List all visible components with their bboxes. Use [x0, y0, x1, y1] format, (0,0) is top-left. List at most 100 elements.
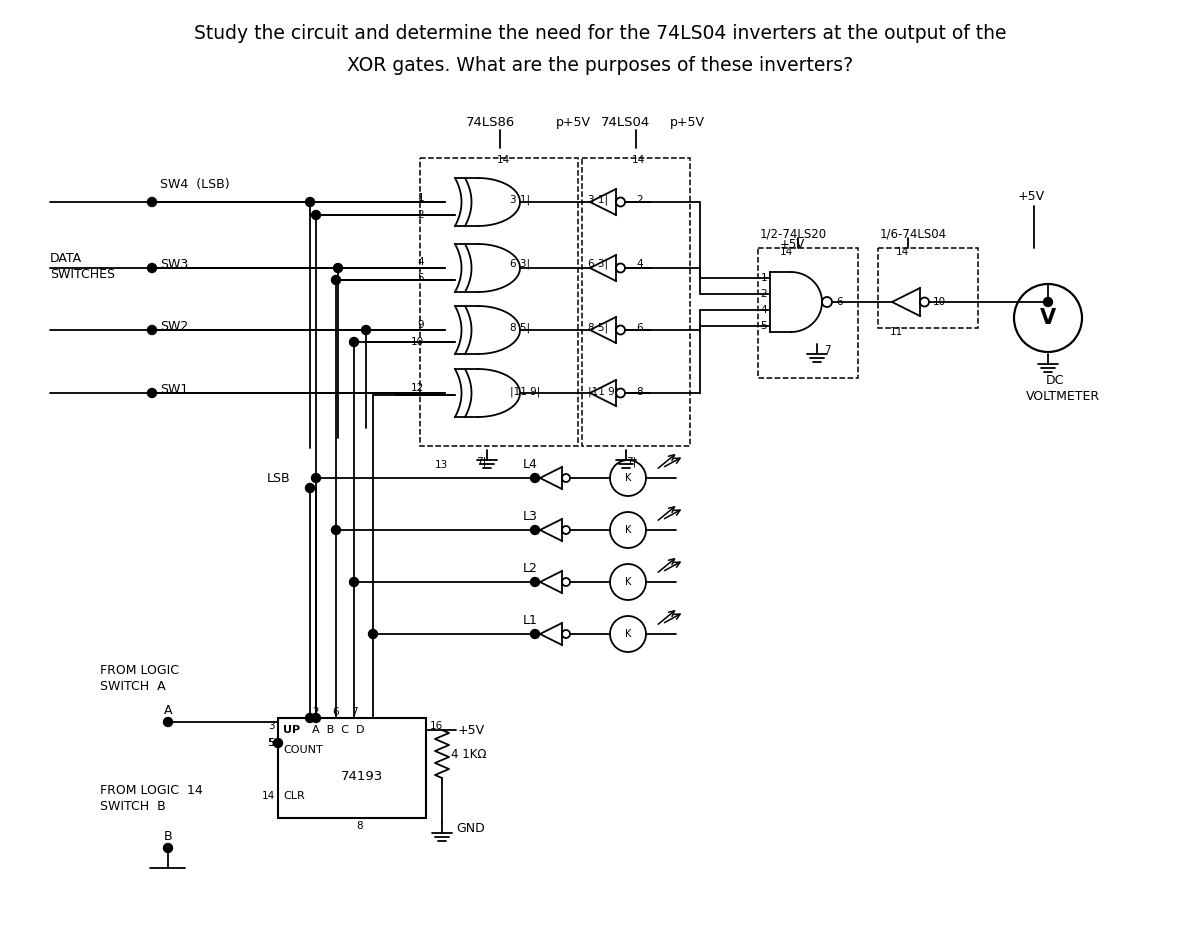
Text: 14: 14: [632, 155, 646, 165]
Text: FROM LOGIC  14: FROM LOGIC 14: [100, 783, 203, 796]
Text: 4: 4: [761, 305, 767, 315]
Text: 5: 5: [268, 738, 274, 748]
Text: |11 9|: |11 9|: [510, 387, 540, 397]
Text: L3: L3: [522, 510, 538, 522]
Text: 4: 4: [636, 259, 643, 269]
Text: DATA: DATA: [50, 252, 82, 265]
Text: 14: 14: [896, 247, 910, 257]
Text: 8 5|: 8 5|: [510, 323, 530, 333]
Text: 3 1|: 3 1|: [588, 194, 608, 206]
Text: COUNT: COUNT: [283, 745, 323, 755]
Text: +5V: +5V: [1018, 190, 1045, 203]
Circle shape: [148, 389, 156, 397]
Circle shape: [331, 275, 341, 285]
Text: K: K: [625, 629, 631, 639]
Text: B: B: [163, 829, 173, 842]
Text: 12: 12: [410, 383, 424, 393]
Text: K: K: [625, 473, 631, 483]
Text: 6: 6: [836, 297, 842, 307]
Circle shape: [274, 738, 282, 747]
Text: DC: DC: [1046, 374, 1064, 387]
Circle shape: [368, 629, 378, 639]
Text: V: V: [1040, 308, 1056, 328]
Text: FROM LOGIC: FROM LOGIC: [100, 664, 179, 676]
Text: 8: 8: [636, 387, 643, 397]
Text: |11 9|: |11 9|: [588, 387, 618, 397]
Text: 4: 4: [418, 257, 424, 267]
Text: p+5V: p+5V: [556, 115, 592, 129]
Text: 14: 14: [262, 791, 275, 801]
Circle shape: [163, 843, 173, 853]
Text: SWITCHES: SWITCHES: [50, 268, 115, 281]
Text: 10: 10: [410, 337, 424, 347]
Circle shape: [306, 484, 314, 492]
Text: SWITCH  B: SWITCH B: [100, 799, 166, 812]
Text: 5: 5: [269, 738, 275, 748]
Bar: [582, 158, 690, 446]
Bar: [758, 248, 858, 378]
Text: 74193: 74193: [341, 769, 383, 782]
Text: 10: 10: [934, 297, 946, 307]
Circle shape: [530, 473, 540, 483]
Text: p+5V: p+5V: [670, 115, 706, 129]
Circle shape: [148, 326, 156, 334]
Text: XOR gates. What are the purposes of these inverters?: XOR gates. What are the purposes of thes…: [347, 56, 853, 75]
Text: UP: UP: [283, 725, 300, 735]
Text: L2: L2: [522, 562, 538, 575]
Text: Study the circuit and determine the need for the 74LS04 inverters at the output : Study the circuit and determine the need…: [193, 24, 1007, 43]
Text: 3: 3: [269, 721, 275, 731]
Text: 6 3|: 6 3|: [510, 259, 530, 269]
Text: 4 1KΩ: 4 1KΩ: [451, 747, 486, 761]
Text: 7: 7: [350, 707, 358, 717]
Text: L1: L1: [522, 613, 538, 626]
Circle shape: [361, 326, 371, 334]
Text: 11: 11: [890, 327, 904, 337]
Bar: [420, 158, 578, 446]
Text: 3 1|: 3 1|: [510, 194, 530, 206]
Text: 5: 5: [761, 321, 767, 331]
Text: SWITCH  A: SWITCH A: [100, 680, 166, 692]
Circle shape: [306, 197, 314, 207]
Text: LSB: LSB: [266, 471, 290, 485]
Text: 74LS86: 74LS86: [466, 115, 515, 129]
Circle shape: [312, 210, 320, 220]
Text: 2: 2: [761, 289, 767, 299]
Circle shape: [530, 526, 540, 534]
Bar: [278, 718, 426, 818]
Text: 6: 6: [636, 323, 643, 333]
Text: 8: 8: [356, 821, 364, 831]
Text: 16: 16: [430, 721, 443, 731]
Text: 14: 14: [780, 247, 793, 257]
Text: 7|: 7|: [626, 456, 636, 468]
Text: L4: L4: [522, 457, 538, 470]
Circle shape: [148, 264, 156, 272]
Circle shape: [1044, 298, 1052, 306]
Text: 7|: 7|: [476, 456, 486, 468]
Text: 13: 13: [436, 460, 449, 470]
Text: 6: 6: [332, 707, 340, 717]
Text: SW4  (LSB): SW4 (LSB): [160, 177, 229, 191]
Text: GND: GND: [456, 822, 485, 835]
Text: 1/6-74LS04: 1/6-74LS04: [880, 227, 947, 240]
Circle shape: [530, 577, 540, 587]
Circle shape: [349, 577, 359, 587]
Text: 8 5|: 8 5|: [588, 323, 608, 333]
Text: 1: 1: [418, 193, 424, 203]
Text: K: K: [625, 577, 631, 587]
Text: CLR: CLR: [283, 791, 305, 801]
Text: 14: 14: [497, 155, 510, 165]
Text: 74LS04: 74LS04: [600, 115, 649, 129]
Circle shape: [148, 197, 156, 207]
Circle shape: [349, 337, 359, 346]
Text: 7: 7: [824, 345, 830, 355]
Text: SW2: SW2: [160, 319, 188, 332]
Circle shape: [306, 714, 314, 722]
Circle shape: [530, 629, 540, 639]
Text: K: K: [625, 525, 631, 535]
Text: VOLTMETER: VOLTMETER: [1026, 390, 1100, 403]
Text: 1: 1: [761, 273, 767, 283]
Text: SW1: SW1: [160, 382, 188, 395]
Text: +5V: +5V: [780, 238, 805, 251]
Circle shape: [312, 714, 320, 722]
Text: 6 3|: 6 3|: [588, 259, 608, 269]
